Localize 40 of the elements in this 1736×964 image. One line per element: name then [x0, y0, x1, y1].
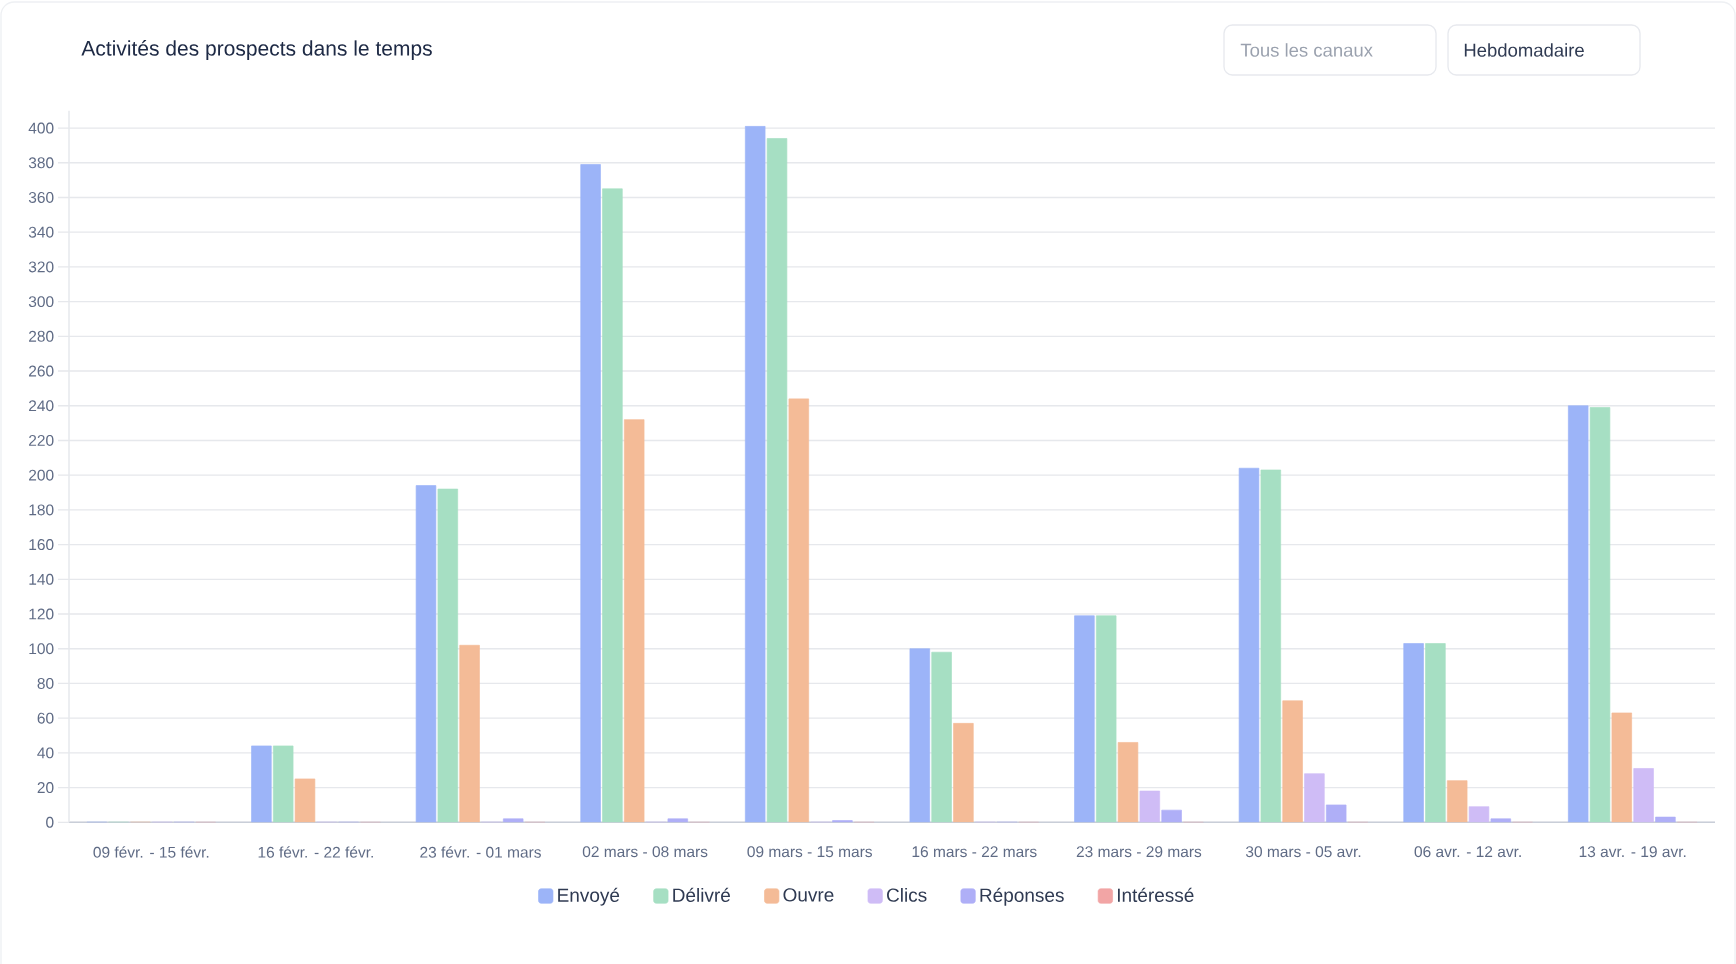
y-tick-label: 40 — [37, 747, 54, 759]
x-tick-label: 16 févr. - 22 févr. — [258, 846, 373, 858]
text: Hebdomadaire — [1464, 43, 1584, 57]
legend-label: Envoyé — [558, 887, 620, 906]
legend-label: Délivré — [673, 887, 730, 902]
x-tick-label: 13 avr. - 19 avr. — [1579, 846, 1686, 858]
y-tick-label: 160 — [29, 539, 54, 551]
y-tick-label: 380 — [28, 157, 54, 169]
y-tick-label: 360 — [28, 192, 54, 203]
y-tick-label: 320 — [28, 261, 54, 273]
y-tick-label: 220 — [29, 434, 54, 446]
y-tick-label: 280 — [29, 330, 54, 342]
chart-title: Activités des prospects dans le temps — [81, 40, 432, 60]
text: Tous les canaux — [1240, 43, 1373, 57]
x-tick-label: 23 févr. - 01 mars — [420, 846, 541, 858]
y-tick-label: 60 — [37, 712, 54, 724]
y-tick-label: 180 — [29, 504, 54, 516]
y-tick-label: 20 — [37, 782, 54, 794]
x-tick-label: 23 mars - 29 mars — [1076, 846, 1202, 858]
x-tick-label: 30 mars - 05 avr. — [1245, 846, 1361, 858]
x-tick-label: 09 févr. - 15 févr. — [93, 846, 209, 858]
legend-label: Ouvre — [783, 888, 834, 902]
x-tick-label: 16 mars - 22 mars — [912, 846, 1037, 858]
x-tick-label: 09 mars - 15 mars — [747, 846, 872, 858]
y-tick-label: 240 — [29, 400, 54, 412]
y-tick-label: 200 — [29, 469, 54, 481]
y-tick-label: 140 — [29, 573, 54, 585]
legend-label: Réponses — [980, 887, 1064, 906]
x-tick-label: 02 mars - 08 mars — [582, 846, 708, 858]
y-tick-label: 340 — [28, 226, 54, 238]
y-tick-label: 80 — [37, 677, 54, 689]
legend-label: Clics — [887, 887, 927, 902]
y-tick-label: 0 — [46, 816, 54, 828]
x-tick-label: 06 avr. - 12 avr. — [1414, 846, 1521, 858]
legend-label: Intéressé — [1117, 887, 1194, 902]
y-tick-label: 120 — [29, 608, 54, 620]
y-tick-label: 260 — [29, 365, 54, 377]
y-tick-label: 400 — [28, 122, 54, 134]
y-tick-label: 100 — [29, 643, 54, 655]
y-tick-label: 300 — [28, 296, 54, 308]
